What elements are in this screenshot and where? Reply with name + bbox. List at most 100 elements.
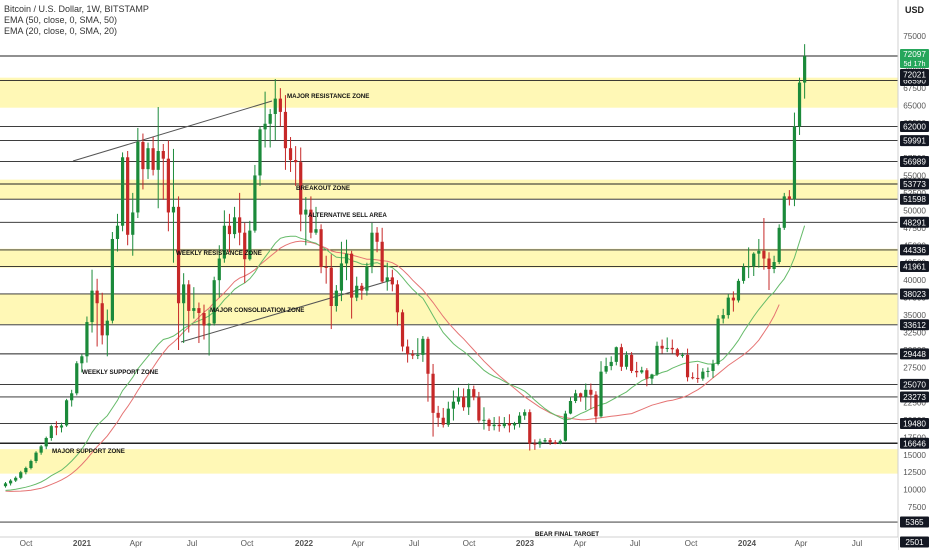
candle-body [675,349,679,356]
candle-body [487,419,491,427]
candle-body [136,141,140,213]
price-tick-label: 75000 [903,32,926,41]
level-tag-label: 56989 [903,158,926,167]
candle-body [462,396,466,408]
candle-body [19,472,23,478]
candle-body [782,196,786,228]
candle-body [344,253,349,264]
candle-body [197,308,201,314]
level-tag [900,121,929,133]
level-tag [900,156,929,168]
level-tag [900,536,929,548]
candle-body [299,162,303,215]
candle-body [512,423,517,426]
annotation-label: WEEKLY SUPPORT ZONE [82,369,158,376]
level-tag [900,348,929,360]
chart-legend: Bitcoin / U.S. Dollar, 1W, BITSTAMP EMA … [4,4,149,37]
candle-body [797,82,802,127]
candle-body [650,374,654,379]
countdown-value: 5d 17h [904,59,926,68]
candle-body [339,263,344,291]
candle-body [655,345,659,375]
level-tag [900,437,929,449]
candle-body [456,396,461,402]
candle-body [803,56,807,83]
candle-body [599,371,603,417]
price-tick-label: 47500 [903,224,926,233]
candle-body [253,175,257,231]
currency-label[interactable]: USD [905,5,925,15]
level-tag-label: 68590 [903,77,926,86]
zone-label: BREAKOUT ZONE [296,185,350,192]
price-tick-label: 7500 [908,503,927,512]
current-price-tag [900,49,929,69]
candle-body [156,150,160,170]
candle-body [451,401,456,409]
candle-body [685,354,690,378]
zone-label: WEEKLY RESISTANCE ZONE [176,250,262,257]
price-tick-label: 22500 [903,398,926,407]
candle-body [660,345,664,349]
ema50-line [5,240,780,492]
level-tag [900,288,929,300]
candle-body [680,354,685,356]
candle-body [477,397,481,421]
level-tag-label: 44336 [903,246,926,255]
candle-body [406,346,410,355]
candle-body [14,477,18,481]
candle-body [105,320,109,336]
price-tick-label: 35000 [903,311,926,320]
candle-body [75,363,79,394]
current-price-value: 72097 [903,50,926,59]
candle-body [59,425,64,428]
candle-body [176,206,181,304]
candle-body [365,266,369,291]
last-close-label: 72021 [903,71,926,80]
candle-body [360,285,364,291]
candle-body [273,98,277,114]
candle-body [24,468,28,473]
time-tick-label: 2022 [295,539,314,548]
level-tag [900,178,929,190]
level-tag [900,244,929,256]
zone-label: MAJOR RESISTANCE ZONE [287,93,369,100]
candle-body [232,217,237,235]
candle-body [609,361,613,367]
candle-body [49,426,53,438]
zone-label: MAJOR SUPPORT ZONE [52,448,125,455]
time-tick-label: Apr [130,539,143,548]
level-tag-label: 53773 [903,180,926,189]
level-tag [900,378,929,390]
annotation-label: BEAR FINAL TARGET [535,531,599,538]
candle-body [34,452,38,462]
candle-body [568,400,573,414]
price-tick-label: 15000 [903,451,926,460]
time-tick-label: 2023 [516,539,535,548]
candle-body [411,354,415,356]
candle-body [258,129,262,176]
candle-body [171,206,176,213]
level-tag [900,391,929,403]
candle-body [380,241,384,282]
candle-body [629,354,634,371]
zone-labels-layer: MAJOR RESISTANCE ZONE BREAKOUT ZONE WEEKLY… [52,93,599,538]
level-tag-label: 59991 [903,137,926,146]
time-tick-label: Oct [463,539,476,548]
level-tag-label: 29448 [903,350,926,359]
candle-body [39,446,43,453]
price-tick-label: 65000 [903,102,926,111]
candle-body [268,113,272,124]
candle-body [446,408,450,425]
level-tag-label: 38023 [903,290,926,299]
candle-body [131,212,135,235]
candle-body [350,253,354,298]
level-tag [900,260,929,272]
candle-body [482,419,486,421]
level-tag-label: 19480 [903,419,926,428]
level-tag [900,417,929,429]
zone-band [0,179,898,200]
level-tag-label: 33612 [903,321,926,330]
level-tag-label: 48291 [903,218,926,227]
candle-body [8,480,13,484]
